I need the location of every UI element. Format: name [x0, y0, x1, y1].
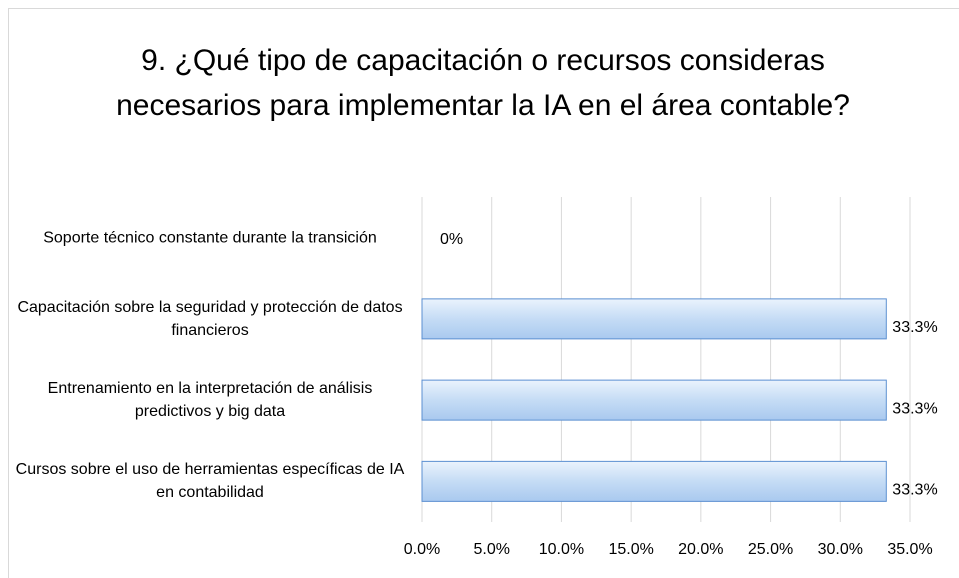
- x-tick-label: 0.0%: [404, 541, 440, 558]
- bar: [421, 379, 887, 421]
- value-label: 33.3%: [892, 400, 937, 417]
- x-tick-label: 30.0%: [818, 541, 863, 558]
- value-label: 0%: [440, 231, 463, 248]
- y-tick-label: Soporte técnico constante durante la tra…: [43, 229, 377, 247]
- y-tick-label: Capacitación sobre la seguridad y protec…: [17, 298, 403, 339]
- x-tick-label: 10.0%: [539, 541, 584, 558]
- chart-border: [8, 8, 959, 578]
- value-label: 33.3%: [892, 482, 937, 499]
- bar: [421, 298, 887, 340]
- x-tick-label: 5.0%: [473, 541, 509, 558]
- chart-title: 9. ¿Qué tipo de capacitación o recursos …: [116, 44, 850, 122]
- x-tick-label: 15.0%: [608, 541, 653, 558]
- value-label: 33.3%: [892, 319, 937, 336]
- x-tick-label: 20.0%: [678, 541, 723, 558]
- x-tick-label: 25.0%: [748, 541, 793, 558]
- y-tick-label: Entrenamiento en la interpretación de an…: [47, 380, 373, 421]
- x-tick-label: 35.0%: [887, 541, 932, 558]
- y-tick-label: Cursos sobre el uso de herramientas espe…: [15, 461, 405, 502]
- bar: [421, 460, 887, 502]
